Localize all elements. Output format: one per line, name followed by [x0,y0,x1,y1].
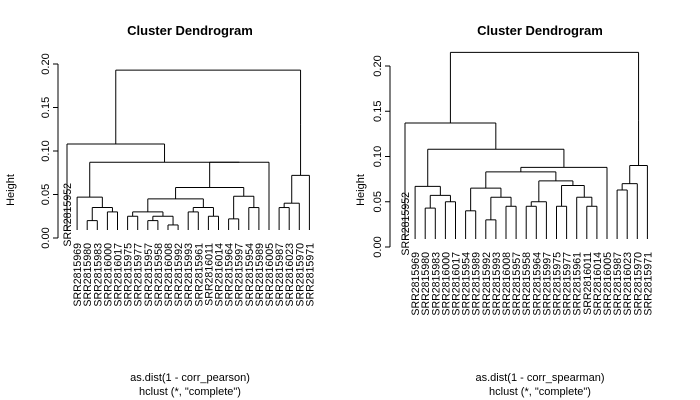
leaf-label: SRR2815952 [400,192,412,256]
leaf-label: SRR2815987 [612,252,624,316]
leaf-label: SRR2815977 [133,243,145,307]
dendrogram-tree [404,51,648,239]
leaf-label: SRR2815977 [562,252,574,316]
leaf-labels: SRR2815952SRR2815969SRR2815980SRR2815983… [400,192,654,316]
leaf-label: SRR2815971 [642,252,654,316]
leaf-label: SRR2815983 [430,252,442,316]
leaf-label: SRR2815970 [632,252,644,316]
leaf-label: SRR2815958 [521,252,533,316]
y-tick-label: 0.15 [40,97,52,118]
method-subtitle: hclust (*, "complete") [489,386,591,398]
leaf-label: SRR2815980 [82,243,94,307]
leaf-label: SRR2816000 [102,243,114,307]
leaf-label: SRR2815980 [420,252,432,316]
leaf-label: SRR2815952 [62,183,74,247]
leaf-label: SRR2816005 [264,243,276,307]
leaf-label: SRR2816014 [214,243,226,307]
y-tick-label: 0.05 [40,184,52,205]
leaf-label: SRR2815975 [552,252,564,316]
leaf-label: SRR2815993 [491,252,503,316]
leaf-label: SRR2815964 [224,243,236,307]
leaf-label: SRR2815961 [193,243,205,307]
leaf-label: SRR2815961 [572,252,584,316]
leaf-label: SRR2816011 [203,243,215,306]
leaf-label: SRR2816023 [284,243,296,307]
dendrogram-panel-spearman: Cluster Dendrogram Height as.dist(1 - co… [355,23,654,398]
leaf-label: SRR2816017 [113,243,125,307]
leaf-label: SRR2815954 [244,243,256,307]
leaf-label: SRR2815987 [274,243,286,307]
leaf-label: SRR2815992 [173,243,185,307]
leaf-label: SRR2816005 [602,252,614,316]
chart-title: Cluster Dendrogram [127,23,253,38]
leaf-label: SRR2816014 [592,252,604,316]
chart-title: Cluster Dendrogram [477,23,603,38]
leaf-label: SRR2815989 [254,243,266,307]
leaf-label: SRR2815975 [123,243,135,307]
leaf-label: SRR2816008 [501,252,513,316]
leaf-label: SRR2815993 [183,243,195,307]
leaf-label: SRR2816008 [163,243,175,307]
leaf-label: SRR2815957 [143,243,155,307]
y-tick-label: 0.00 [372,236,384,257]
leaf-label: SRR2815970 [294,243,306,307]
dendrogram-panel-pearson: Cluster Dendrogram Height as.dist(1 - co… [5,23,316,398]
y-axis-label: Height [355,174,367,206]
dendrogram-tree [66,69,310,230]
leaf-label: SRR2815969 [410,252,422,316]
leaf-label: SRR2815983 [92,243,104,307]
y-tick-label: 0.20 [40,53,52,74]
leaf-label: SRR2816011 [582,252,594,315]
leaf-label: SRR2815969 [72,243,84,307]
leaf-labels: SRR2815952SRR2815969SRR2815980SRR2815983… [62,183,316,307]
leaf-label: SRR2815989 [471,252,483,316]
leaf-label: SRR2815958 [153,243,165,307]
method-subtitle: hclust (*, "complete") [139,386,241,398]
leaf-label: SRR2815992 [481,252,493,316]
leaf-label: SRR2815957 [511,252,523,316]
y-axis: 0.00 0.05 0.10 0.15 0.20 [372,55,391,258]
leaf-label: SRR2815971 [304,243,316,307]
leaf-label: SRR2815997 [541,252,553,316]
y-tick-label: 0.10 [372,146,384,167]
leaf-label: SRR2816000 [440,252,452,316]
y-axis: 0.00 0.05 0.10 0.15 0.20 [40,53,59,249]
y-tick-label: 0.15 [372,101,384,122]
leaf-label: SRR2816023 [622,252,634,316]
y-tick-label: 0.05 [372,191,384,212]
x-axis-label: as.dist(1 - corr_pearson) [130,372,250,384]
leaf-label: SRR2815997 [234,243,246,307]
y-tick-label: 0.00 [40,227,52,248]
y-tick-label: 0.10 [40,140,52,161]
leaf-label: SRR2816017 [451,252,463,316]
leaf-label: SRR2815954 [461,252,473,316]
y-tick-label: 0.20 [372,55,384,76]
leaf-label: SRR2815964 [531,252,543,316]
x-axis-label: as.dist(1 - corr_spearman) [476,372,605,384]
y-axis-label: Height [5,174,17,206]
